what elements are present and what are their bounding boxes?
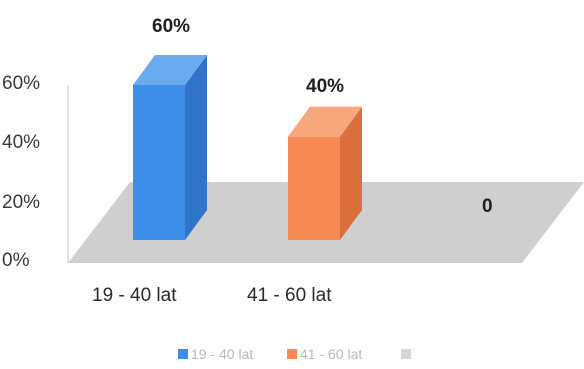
x-category-label: 41 - 60 lat	[247, 285, 332, 306]
y-tick-label: 0%	[2, 250, 30, 271]
bar-side	[185, 55, 207, 240]
bar-side	[340, 106, 362, 241]
legend-swatch	[178, 349, 188, 359]
data-label: 0	[482, 196, 493, 217]
bar-top	[288, 106, 362, 137]
x-category-label: 19 - 40 lat	[92, 285, 177, 306]
bar-front	[288, 136, 340, 240]
data-label: 60%	[152, 16, 190, 37]
bar-front	[133, 85, 185, 240]
legend-label: 41 - 60 lat	[300, 346, 362, 362]
legend-swatch	[401, 349, 411, 359]
bar-top	[133, 55, 207, 85]
y-tick-label: 20%	[2, 192, 40, 213]
legend-swatch	[287, 349, 297, 359]
data-label: 40%	[306, 76, 344, 97]
y-tick-label: 60%	[2, 73, 40, 94]
legend-label: 19 - 40 lat	[191, 346, 253, 362]
y-tick-label: 40%	[2, 132, 40, 153]
